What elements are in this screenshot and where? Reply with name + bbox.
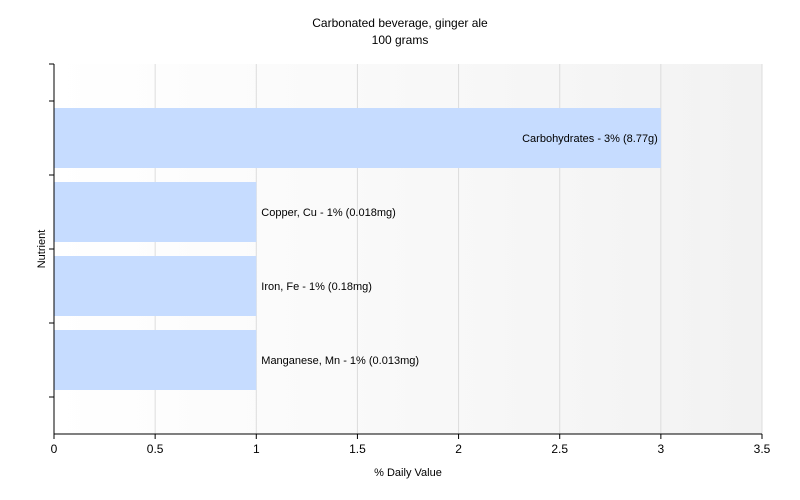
x-tick-label: 0 (51, 442, 58, 456)
chart-subtitle: 100 grams (372, 33, 429, 47)
bar-label: Manganese, Mn - 1% (0.013mg) (261, 355, 419, 367)
x-tick-label: 1 (253, 442, 260, 456)
bars: Carbohydrates - 3% (8.77g) Copper, Cu - 1… (54, 108, 661, 390)
x-tick-label: 2 (455, 442, 462, 456)
y-axis-ticks (49, 63, 54, 398)
x-axis-label: % Daily Value (374, 467, 442, 479)
x-tick-label: 1.5 (349, 442, 366, 456)
bar-label: Iron, Fe - 1% (0.18mg) (261, 281, 372, 293)
x-tick-label: 3 (658, 442, 665, 456)
bar (54, 182, 257, 242)
bar (54, 108, 661, 168)
bar (54, 330, 257, 390)
bar-label: Copper, Cu - 1% (0.018mg) (261, 207, 396, 219)
bar (54, 256, 257, 316)
x-axis-ticks: 0 0.5 1 1.5 2 2.5 3 3.5 (51, 434, 771, 456)
x-tick-label: 3.5 (754, 442, 771, 456)
x-tick-label: 2.5 (551, 442, 568, 456)
bar-label: Carbohydrates - 3% (8.77g) (522, 133, 658, 145)
y-axis-label: Nutrient (36, 230, 48, 269)
x-tick-label: 0.5 (147, 442, 164, 456)
chart-title: Carbonated beverage, ginger ale (312, 16, 488, 30)
